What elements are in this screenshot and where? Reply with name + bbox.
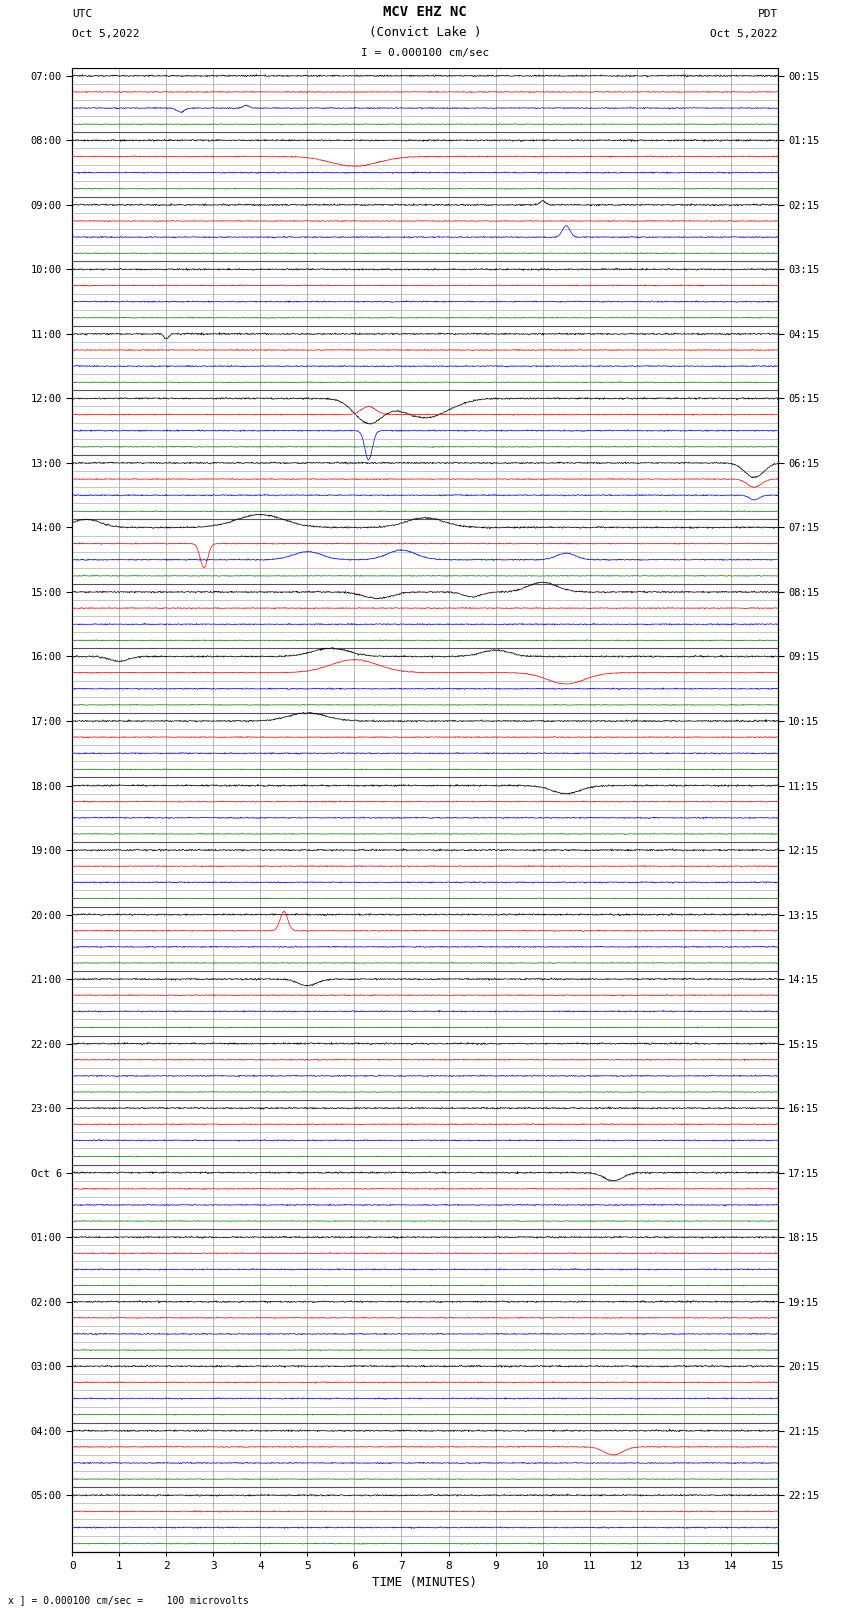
Text: I = 0.000100 cm/sec: I = 0.000100 cm/sec: [361, 48, 489, 58]
X-axis label: TIME (MINUTES): TIME (MINUTES): [372, 1576, 478, 1589]
Text: Oct 5,2022: Oct 5,2022: [72, 29, 139, 39]
Text: PDT: PDT: [757, 10, 778, 19]
Text: Oct 5,2022: Oct 5,2022: [711, 29, 778, 39]
Text: x ] = 0.000100 cm/sec =    100 microvolts: x ] = 0.000100 cm/sec = 100 microvolts: [8, 1595, 249, 1605]
Text: (Convict Lake ): (Convict Lake ): [369, 26, 481, 39]
Text: MCV EHZ NC: MCV EHZ NC: [383, 5, 467, 19]
Text: UTC: UTC: [72, 10, 93, 19]
